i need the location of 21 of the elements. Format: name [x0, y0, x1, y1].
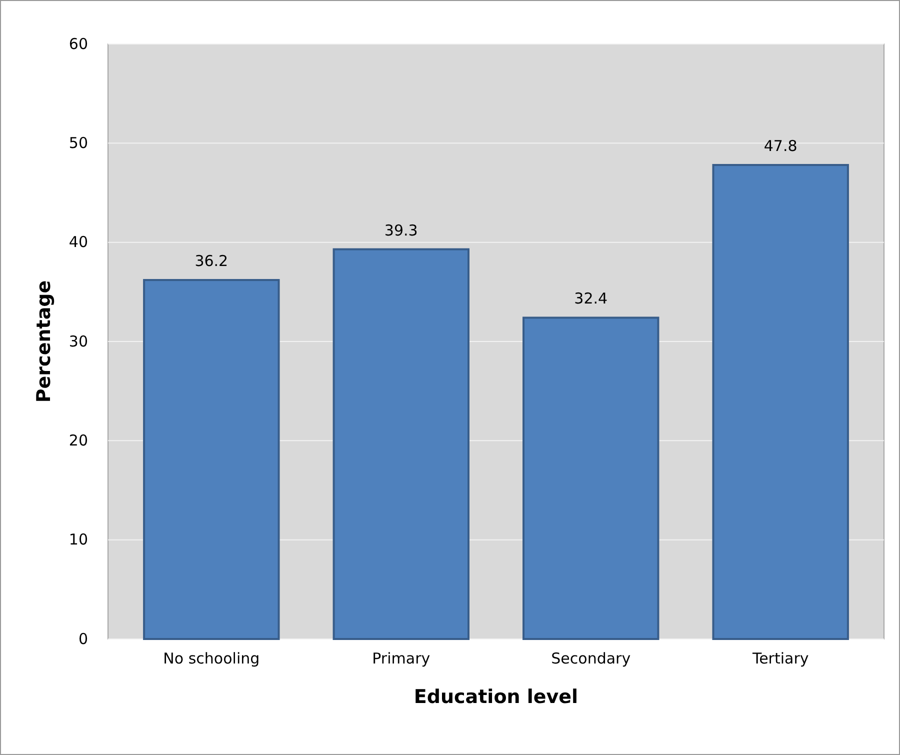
x-axis-title: Education level: [414, 686, 578, 708]
y-tick-label: 40: [68, 233, 88, 252]
bar: [522, 316, 660, 640]
y-tick-label: 30: [68, 332, 88, 350]
y-tick-label: 10: [68, 530, 88, 549]
x-tick-label: Primary: [372, 650, 430, 668]
y-axis-title: Percentage: [33, 280, 55, 403]
bar: [332, 248, 470, 640]
y-tick-label: 20: [68, 431, 88, 450]
x-tick-label: No schooling: [163, 650, 260, 668]
y-tick-label: 50: [68, 134, 88, 152]
data-label: 47.8: [764, 136, 798, 155]
data-label: 39.3: [384, 221, 418, 240]
y-tick-label: 0: [78, 630, 88, 648]
data-label: 36.2: [194, 252, 228, 270]
y-tick-label: 60: [68, 34, 88, 53]
x-tick-label: Tertiary: [751, 650, 809, 668]
data-label: 32.4: [574, 290, 608, 308]
bar: [712, 164, 849, 640]
bar: [143, 279, 280, 640]
x-tick-label: Secondary: [551, 650, 631, 668]
